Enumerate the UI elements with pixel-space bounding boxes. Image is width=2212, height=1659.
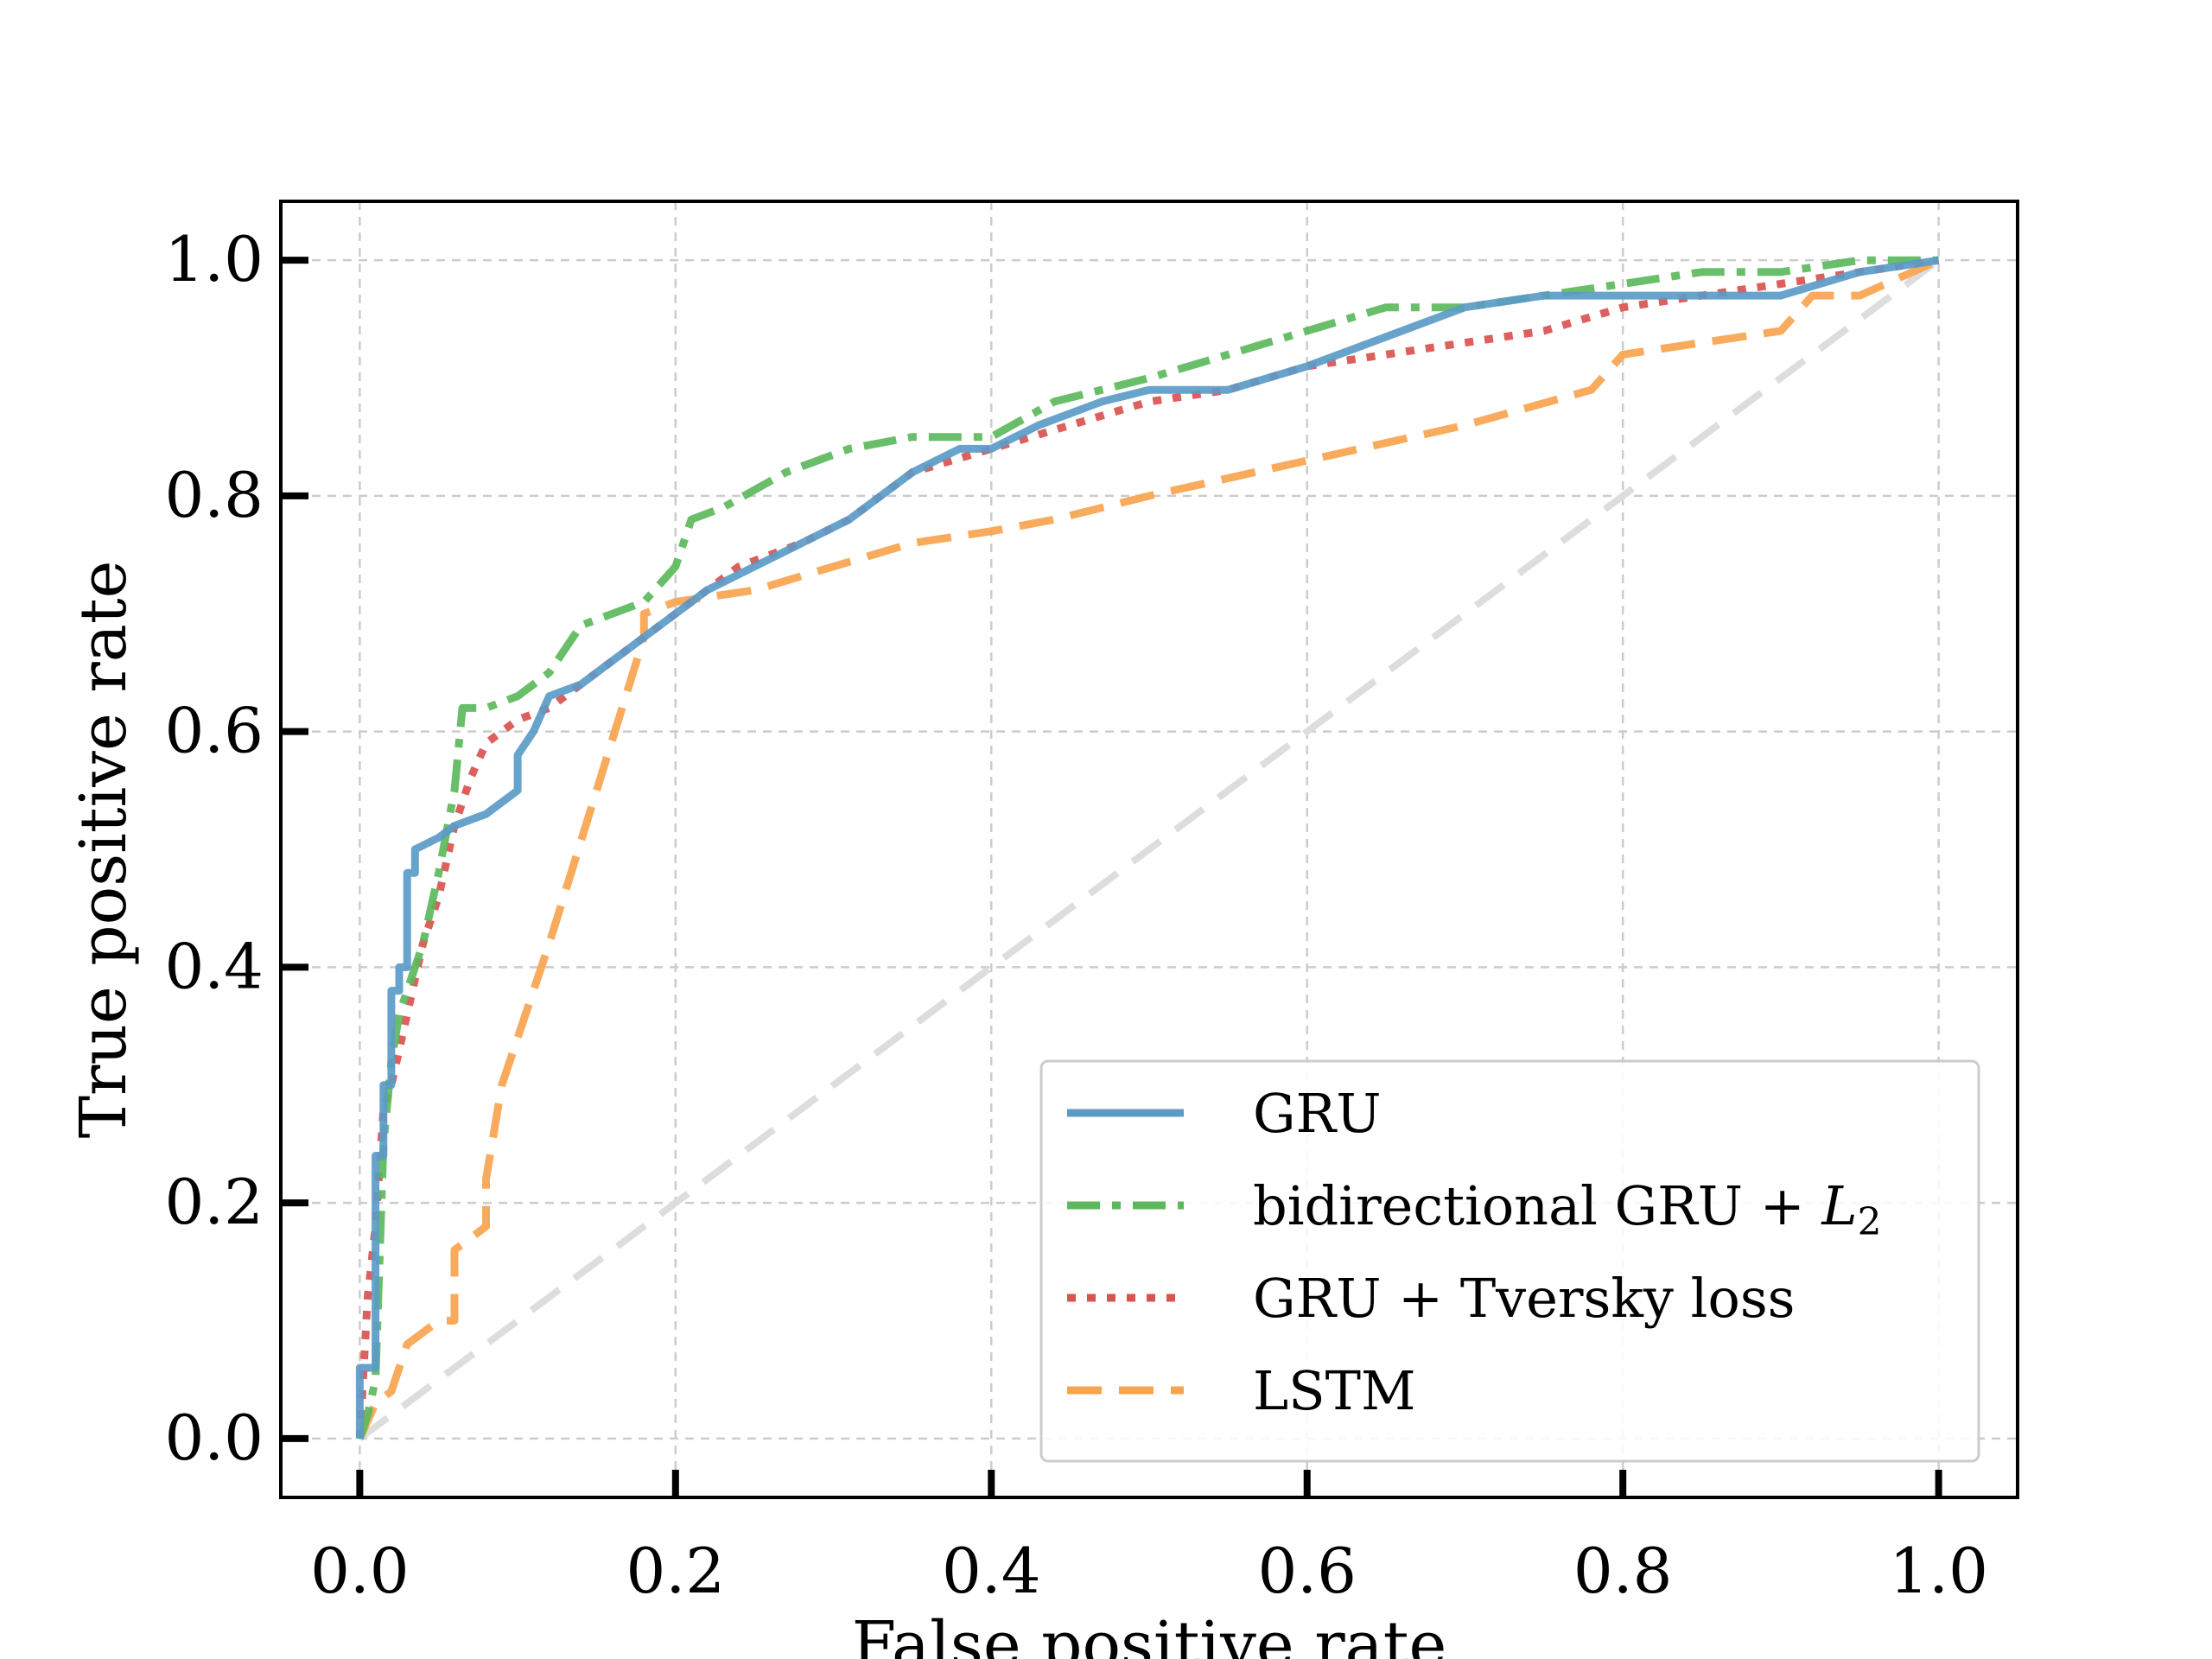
y-axis-label: True positive rate	[67, 561, 141, 1139]
series-layer	[355, 256, 1941, 1440]
reference-diagonal-layer	[357, 257, 1942, 1442]
y-tick-label-1: 0.2	[164, 1166, 264, 1238]
y-tick-label-3: 0.6	[164, 695, 264, 767]
x-tick-label-0: 0.0	[310, 1535, 410, 1607]
legend-item-gru-tversky: GRU + Tversky loss	[1067, 1267, 1795, 1330]
series-line-bidirectional-gru-l2	[356, 256, 1939, 1440]
y-tick-label-0: 0.0	[164, 1402, 264, 1474]
x-tick-label-4: 0.8	[1573, 1535, 1673, 1607]
plot-frame	[279, 200, 2019, 1499]
legend-item-lstm: LSTM	[1067, 1359, 1415, 1422]
legend-label-lstm: LSTM	[1253, 1359, 1415, 1422]
legend-label-l2-subscript: 2	[1858, 1200, 1882, 1244]
series-line-gru	[355, 256, 1940, 1439]
x-tick-label-1: 0.2	[626, 1535, 726, 1607]
x-tick-label-2: 0.4	[942, 1535, 1041, 1607]
legend-item-gru: GRU	[1067, 1082, 1381, 1145]
legend-label-l2-symbol: L	[1821, 1174, 1857, 1237]
y-tick-label-5: 1.0	[164, 223, 264, 296]
x-axis-label: False positive rate	[852, 1608, 1447, 1659]
legend-label-bidirectional-gru-text: bidirectional GRU +	[1253, 1174, 1821, 1237]
axis-ticks: 0.0 0.2 0.4 0.6 0.8 1.0 0.0 0.2 0.4 0.6 0.8 1.0	[164, 223, 1987, 1607]
x-tick-label-5: 1.0	[1889, 1535, 1988, 1607]
series-line-lstm	[356, 257, 1941, 1440]
y-tick-label-4: 0.8	[164, 459, 264, 531]
x-tick-label-3: 0.6	[1257, 1535, 1357, 1607]
legend-label-gru-tversky: GRU + Tversky loss	[1253, 1267, 1795, 1330]
legend-box	[1039, 1059, 1980, 1463]
reference-diagonal-line	[357, 257, 1942, 1442]
legend-item-bidirectional-gru-l2: bidirectional GRU + L2	[1067, 1174, 1882, 1244]
legend-label-gru: GRU	[1253, 1082, 1381, 1145]
legend: GRU bidirectional GRU + L2 GRU + Tversky…	[1039, 1059, 1980, 1463]
y-tick-label-2: 0.4	[164, 930, 264, 1002]
legend-label-bidirectional-gru-l2: bidirectional GRU + L2	[1253, 1174, 1882, 1244]
